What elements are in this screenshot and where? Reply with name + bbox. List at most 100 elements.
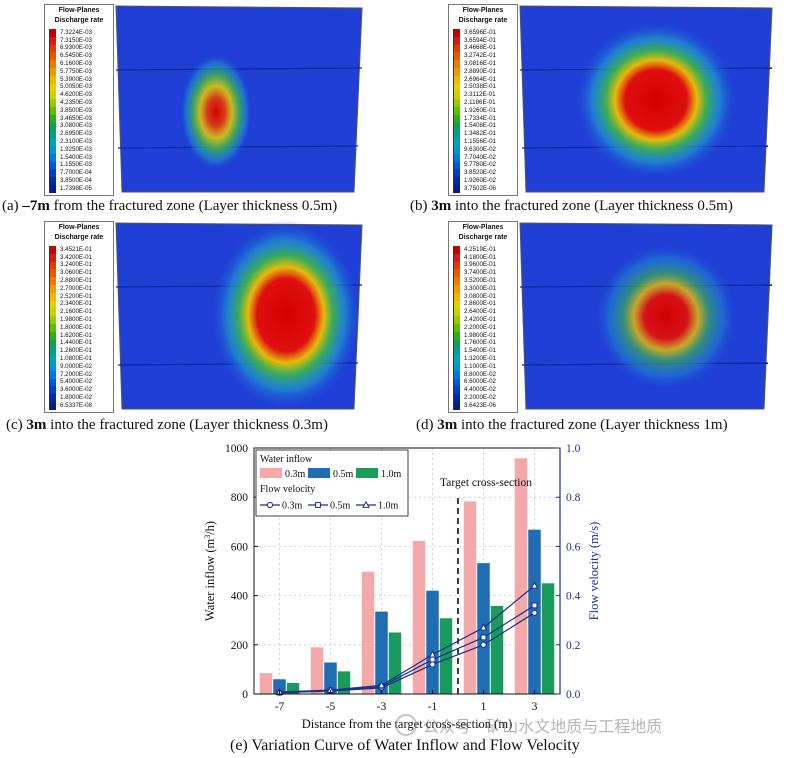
chart-canvas: Target cross-section 0 200 400 600 800 1000 0.0… <box>203 443 602 731</box>
legend-rows-a: 7.3224E-03 7.3150E-03 6.9300E-03 6.5450E-03… <box>49 29 111 193</box>
legend-row: 2.1186E-01 <box>453 99 515 107</box>
legend-swatch <box>453 253 460 262</box>
legend-row: 3.8500E-03 <box>49 106 111 115</box>
legend-swatch <box>49 323 56 332</box>
legend-value: 3.4521E-01 <box>60 245 92 253</box>
legend-bar-label: 0.3m <box>285 469 306 480</box>
legend-swatch <box>49 292 56 301</box>
legend-marker-triangle <box>362 500 370 508</box>
legend-row: 1.7600E-01 <box>453 339 515 348</box>
legend-value: 1.5408E-01 <box>464 122 496 130</box>
bar-1.0m-1 <box>490 605 504 694</box>
legend-swatch <box>453 378 460 387</box>
legend-value: 1.8000E-02 <box>60 393 92 401</box>
legend-row: 6.5450E-03 <box>49 52 111 61</box>
y-tick-label: 800 <box>231 492 249 504</box>
legend-swatch <box>49 331 56 340</box>
high-discharge-zone <box>574 20 738 180</box>
legend-title-b: Flow-Planes <box>462 7 504 14</box>
legend-value: 2.8600E-01 <box>464 300 496 308</box>
legend-row: 2.6950E-03 <box>49 130 111 139</box>
legend-row: 2.4200E-01 <box>453 316 515 324</box>
legend-row: 9.0000E-02 <box>49 362 111 371</box>
legend-row: 1.7398E-05 <box>49 184 111 193</box>
legend-value: 2.6964E-01 <box>464 75 496 83</box>
legend-value: 1.4400E-01 <box>60 339 92 347</box>
legend-swatch <box>49 67 56 76</box>
legend-value: 3.2742E-01 <box>464 52 496 60</box>
legend-swatch <box>49 36 56 45</box>
bar-0.3m--5 <box>310 647 324 694</box>
bar-0.5m--3 <box>375 611 388 694</box>
legend-row: 2.8890E-01 <box>453 67 515 76</box>
velocity-point-0.5m--1 <box>429 656 436 663</box>
legend-row: 5.4000E-02 <box>49 378 111 387</box>
legend-value: 2.3400E-01 <box>60 300 92 308</box>
legend-marker-circle <box>266 501 274 509</box>
legend-value: 7.3150E-03 <box>60 36 92 44</box>
velocity-point-0.3m-3 <box>531 609 538 616</box>
legend-swatch <box>453 29 460 37</box>
legend-swatch <box>453 339 460 348</box>
legend-value: 2.5200E-01 <box>60 292 92 300</box>
legend-value: 2.6400E-01 <box>464 308 496 316</box>
velocity-point-0.5m-1 <box>480 634 487 641</box>
simulation-panel-a: Flow-Planes Discharge rate 7.3224E-03 7.3… <box>36 2 366 196</box>
legend-row: 2.6400E-01 <box>453 308 515 317</box>
y-tick-label: 600 <box>231 541 249 553</box>
legend-flow-velocity-title: Flow velocity <box>260 484 315 495</box>
legend-value: 3.6596E-01 <box>464 28 496 36</box>
legend-swatch <box>49 138 56 146</box>
legend-swatch <box>49 184 56 193</box>
legend-row: 5.3900E-03 <box>49 75 111 84</box>
legend-row: 3.4200E-01 <box>49 253 111 262</box>
legend-value: 6.6000E-02 <box>464 378 496 386</box>
legend-value: 4.4000E-02 <box>464 386 496 394</box>
legend-swatch <box>453 261 460 270</box>
legend-swatch <box>453 370 460 379</box>
legend-row: 4.1800E-01 <box>453 253 515 262</box>
bar-1.0m--1 <box>439 618 453 694</box>
legend-value: 2.2000E-01 <box>464 323 496 331</box>
legend-value: 1.2600E-01 <box>60 347 92 355</box>
legend-swatch <box>49 29 56 37</box>
simulation-panel-c: Flow-Planes Discharge rate 3.4521E-01 3.4… <box>36 219 366 413</box>
bar-1.0m-3 <box>541 583 555 694</box>
legend-swatch <box>453 122 460 131</box>
legend-value: 3.7502E-06 <box>464 184 496 192</box>
legend-row: 3.0816E-01 <box>453 60 515 68</box>
legend-bar-label: 0.5m <box>333 469 354 480</box>
legend-value: 6.1600E-03 <box>60 59 92 67</box>
caption-c: (c) 3m into the fractured zone (Layer th… <box>6 417 328 433</box>
legend-row: 6.1600E-03 <box>49 60 111 68</box>
legend-value: 8.8000E-02 <box>464 370 496 378</box>
legend-swatch <box>49 122 56 131</box>
legend-value: 2.8890E-01 <box>464 67 496 75</box>
velocity-point-1.0m-3 <box>530 581 539 589</box>
legend-row: 2.7000E-01 <box>49 284 111 293</box>
legend-value: 1.3482E-01 <box>464 130 496 138</box>
legend-value: 3.0800E-01 <box>464 292 496 300</box>
legend-row: 1.9260E-01 <box>453 106 515 115</box>
legend-value: 1.9260E-01 <box>464 106 496 114</box>
legend-bar-swatch-1.0m <box>356 468 378 478</box>
legend-swatch <box>49 161 56 170</box>
legend-value: 2.2000E-02 <box>464 393 496 401</box>
legend-value: 3.8500E-04 <box>60 176 92 184</box>
legend-row: 3.7502E-06 <box>453 184 515 193</box>
legend-swatch <box>49 253 56 262</box>
legend-title-a: Flow-Planes <box>58 7 100 14</box>
legend-swatch <box>453 60 460 68</box>
legend-value: 3.4650E-03 <box>60 114 92 122</box>
watermark-text: 公众号 · 矿山水文地质与工程地质 <box>423 717 663 736</box>
legend-swatch <box>453 386 460 395</box>
legend-row: 5.7780E-02 <box>453 161 515 170</box>
legend-swatch <box>49 339 56 348</box>
legend-value: 2.5038E-01 <box>464 83 496 91</box>
legend-rows-c: 3.4521E-01 3.4200E-01 3.2400E-01 3.0600E-01… <box>49 246 111 410</box>
bar-1.0m--3 <box>388 632 402 694</box>
legend-row: 1.8000E-01 <box>49 323 111 332</box>
legend-rows-b: 3.6596E-01 3.6594E-01 3.4668E-01 3.2742E-01… <box>453 29 515 193</box>
legend-title-c: Flow-Planes <box>58 224 100 231</box>
legend-row: 1.2600E-01 <box>49 347 111 356</box>
